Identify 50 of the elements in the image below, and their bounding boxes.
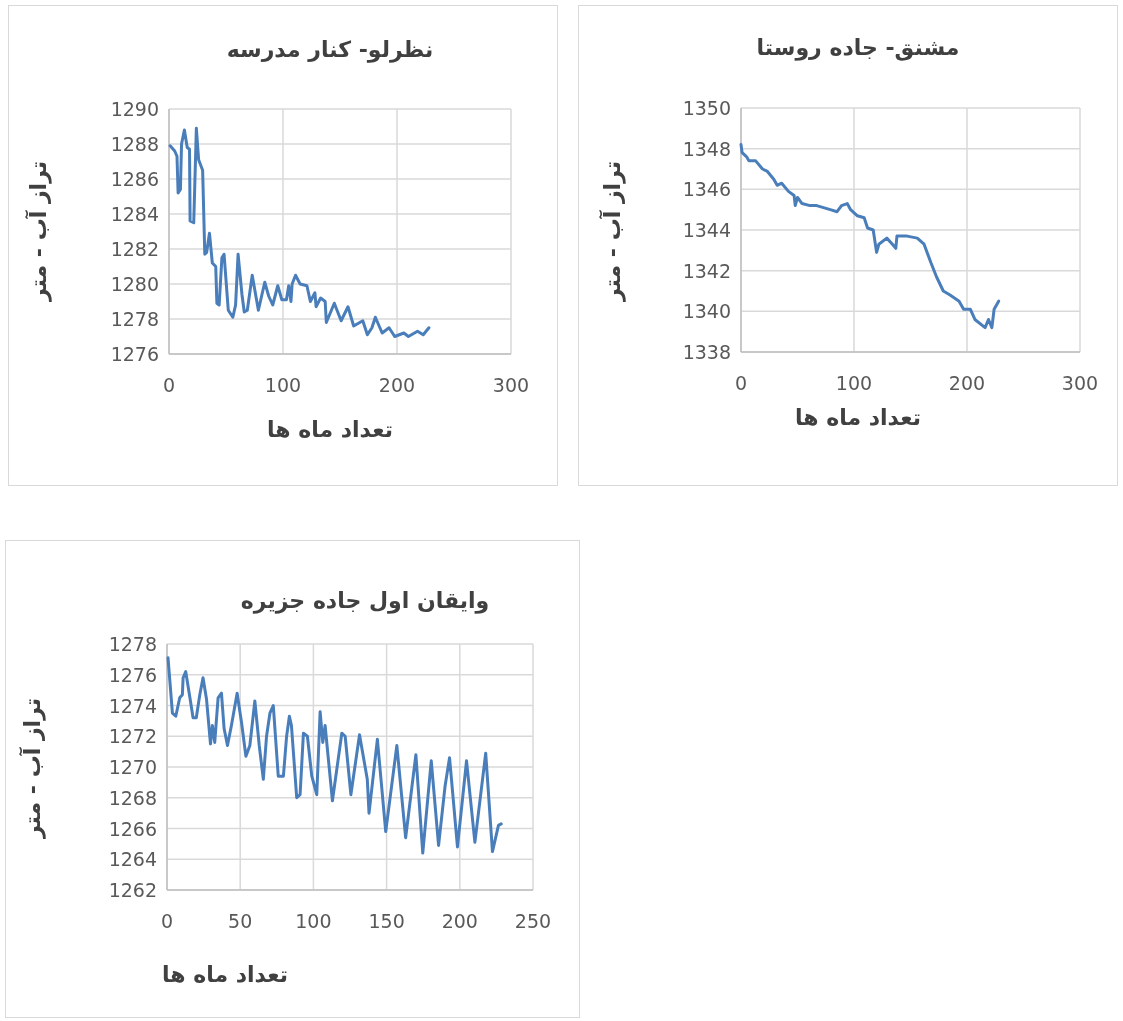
y-tick-label: 1346 <box>682 178 731 201</box>
line-series <box>739 143 1001 330</box>
y-tick-label: 1290 <box>110 98 159 120</box>
x-tick-label: 0 <box>160 910 174 932</box>
y-tick-label: 1282 <box>110 238 159 260</box>
x-tick-label: 100 <box>264 374 302 396</box>
y-tick-label: 1278 <box>110 308 159 330</box>
y-tick-label: 1274 <box>108 694 157 717</box>
y-tick-label: 1270 <box>108 756 157 778</box>
chart-title: نظرلو- کنار مدرسه <box>226 37 434 63</box>
chart-title: مشنق- جاده روستا <box>756 35 960 61</box>
y-tick-label: 1276 <box>108 663 157 686</box>
x-axis-title: تعداد ماه ها <box>162 962 288 987</box>
y-tick-label: 1276 <box>110 343 159 365</box>
x-tick-label: 0 <box>162 374 176 396</box>
y-axis-title: تراز آب - متر <box>24 160 52 303</box>
x-tick-label: 200 <box>441 910 478 932</box>
y-tick-label: 1340 <box>682 300 731 323</box>
y-tick-label: 1272 <box>108 725 157 748</box>
x-tick-label: 200 <box>378 374 416 396</box>
y-tick-label: 1348 <box>682 137 731 160</box>
x-tick-label: 0 <box>734 372 748 394</box>
x-tick-label: 250 <box>514 910 552 932</box>
x-tick-label: 300 <box>1061 372 1099 394</box>
line-series <box>168 126 431 338</box>
y-tick-label: 1262 <box>108 879 157 901</box>
y-tick-label: 1280 <box>110 273 159 295</box>
chart-title: وایقان اول جاده جزیره <box>240 588 490 614</box>
x-tick-label: 50 <box>228 910 253 932</box>
y-tick-label: 1278 <box>108 633 157 655</box>
y-tick-label: 1338 <box>682 341 731 363</box>
y-tick-label: 1342 <box>682 259 731 282</box>
line-series <box>166 656 503 855</box>
x-axis-title: تعداد ماه ها <box>795 405 921 430</box>
y-tick-label: 1286 <box>110 168 159 190</box>
x-tick-label: 100 <box>835 372 873 394</box>
x-axis-title: تعداد ماه ها <box>267 417 393 442</box>
y-tick-label: 1268 <box>108 786 157 809</box>
x-tick-label: 100 <box>295 910 332 932</box>
y-tick-label: 1350 <box>682 97 731 119</box>
y-axis-title: تراز آب - متر <box>598 160 626 303</box>
x-tick-label: 150 <box>368 910 405 932</box>
y-tick-label: 1288 <box>110 133 159 155</box>
x-tick-label: 200 <box>948 372 986 394</box>
y-tick-label: 1264 <box>108 848 157 871</box>
y-tick-label: 1344 <box>682 219 731 241</box>
x-tick-label: 300 <box>492 374 530 396</box>
y-axis-title: تراز آب - متر <box>18 697 46 840</box>
y-tick-label: 1266 <box>108 817 157 840</box>
y-tick-label: 1284 <box>110 203 159 225</box>
